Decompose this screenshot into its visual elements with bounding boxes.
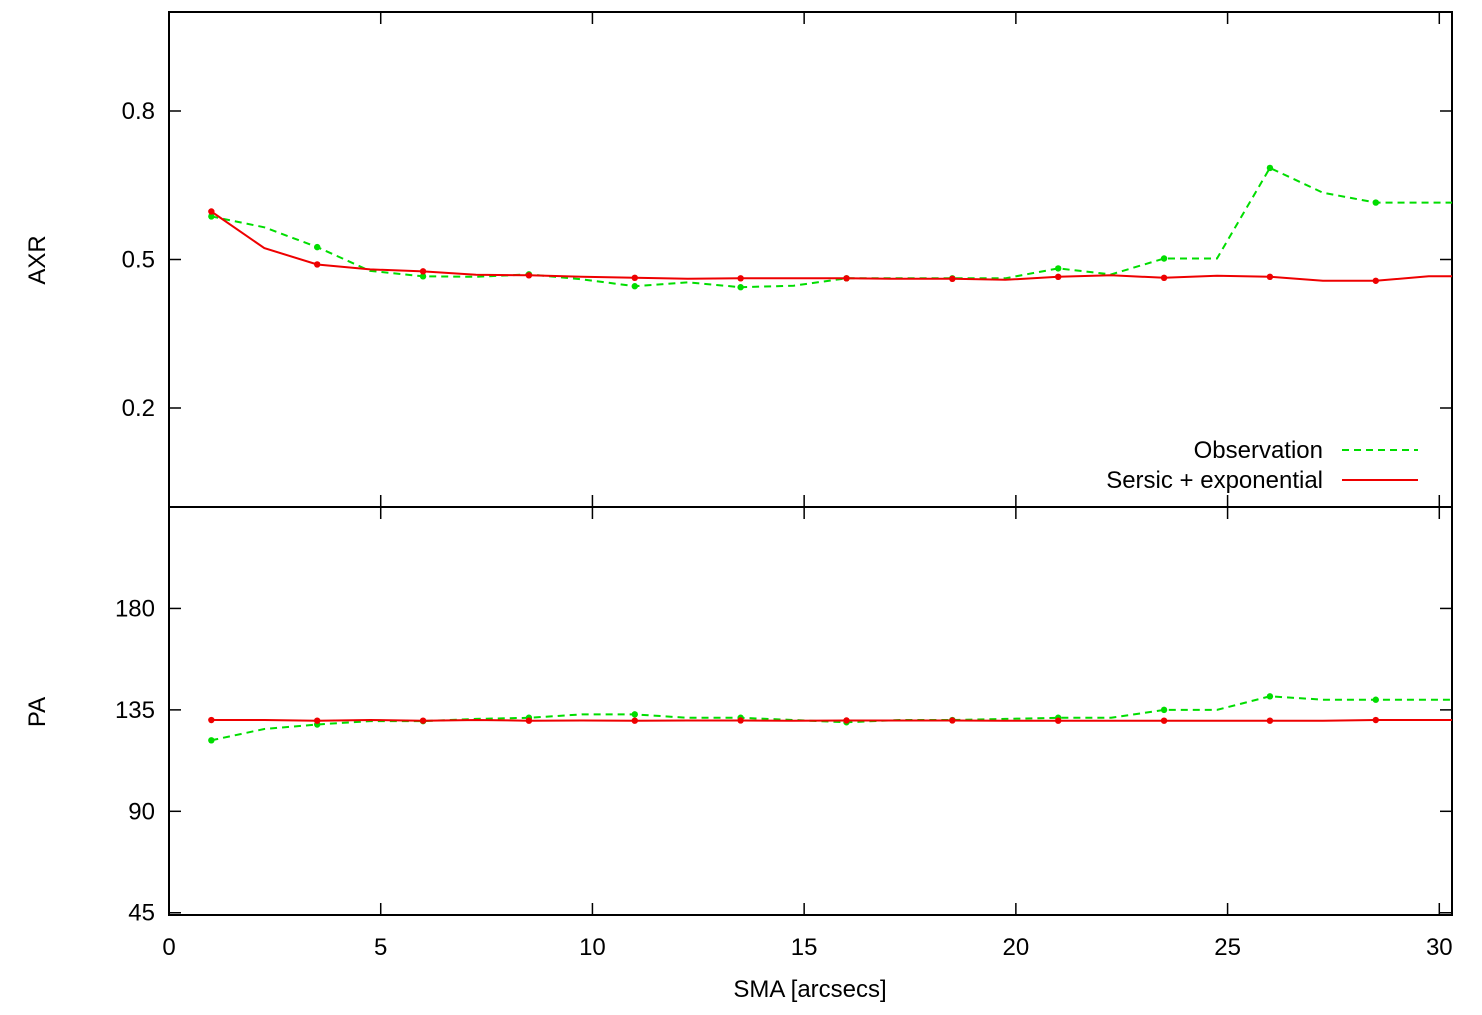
- x-tick-label: 15: [791, 934, 818, 961]
- pa-ytick-label: 180: [115, 595, 155, 622]
- pa-point-sersic-exponential: [419, 717, 427, 724]
- pa-point-sersic-exponential: [631, 717, 638, 724]
- pa-point-sersic-exponential: [843, 717, 850, 724]
- axr-point-sersic-exponential: [843, 275, 850, 282]
- pa-series-observation: [211, 695, 1452, 742]
- axr-point-observation: [631, 283, 638, 290]
- axr-point-sersic-exponential: [314, 261, 321, 268]
- axr-point-sersic-exponential: [1055, 273, 1062, 281]
- legend: Observation Sersic + exponential: [1106, 437, 1418, 494]
- axr-ytick-label: 0.5: [122, 247, 155, 274]
- pa-point-sersic-exponential: [737, 717, 744, 724]
- axr-point-observation: [314, 243, 321, 251]
- pa-point-observation: [1266, 693, 1274, 700]
- x-axis-title: SMA [arcsecs]: [733, 976, 886, 1003]
- x-tick-label: 25: [1214, 934, 1241, 961]
- x-tick-label: 30: [1426, 934, 1453, 961]
- pa-ytick-label: 135: [115, 697, 155, 724]
- pa-ytick-label: 90: [128, 798, 155, 825]
- axr-point-sersic-exponential: [631, 274, 638, 282]
- axr-point-observation: [737, 284, 744, 291]
- pa-point-observation: [1160, 706, 1168, 714]
- pa-point-observation: [1372, 696, 1379, 703]
- pa-point-observation: [631, 711, 638, 718]
- axr-point-sersic-exponential: [419, 268, 427, 275]
- axr-point-observation: [1055, 265, 1062, 272]
- axr-point-sersic-exponential: [1372, 277, 1379, 284]
- pa-point-sersic-exponential: [314, 717, 321, 724]
- axr-ytick-label: 0.8: [122, 98, 155, 125]
- pa-ytick-label: 45: [128, 900, 155, 927]
- axr-point-sersic-exponential: [1266, 273, 1274, 281]
- pa-point-sersic-exponential: [208, 716, 215, 724]
- axr-point-observation: [208, 213, 215, 220]
- x-tick-label: 10: [579, 934, 606, 961]
- axr-point-sersic-exponential: [949, 275, 956, 283]
- axr-point-observation: [1160, 255, 1168, 262]
- pa-point-observation: [208, 737, 215, 744]
- pa-panel: 45 90 135 180 0 5 10 15 20 25 30: [115, 506, 1453, 961]
- x-tick-label: 0: [162, 934, 175, 961]
- pa-point-sersic-exponential: [1160, 717, 1168, 724]
- legend-label-sersic: Sersic + exponential: [1106, 467, 1323, 494]
- legend-label-observation: Observation: [1194, 437, 1323, 464]
- pa-point-sersic-exponential: [949, 717, 956, 724]
- axr-point-sersic-exponential: [1160, 274, 1168, 282]
- axr-ytick-label: 0.2: [122, 395, 155, 422]
- axr-series-sersic-exponential: [210, 210, 1452, 282]
- axr-point-sersic-exponential: [208, 208, 215, 215]
- axr-point-sersic-exponential: [737, 275, 744, 282]
- pa-plot-frame: [168, 506, 1453, 916]
- axr-axis-title: AXR: [24, 235, 51, 284]
- pa-axis-title: PA: [24, 697, 51, 727]
- axr-point-observation: [1266, 164, 1274, 172]
- x-tick-label: 5: [374, 934, 387, 961]
- pa-series-sersic-exponential: [211, 718, 1452, 722]
- pa-point-sersic-exponential: [1372, 716, 1379, 724]
- axr-point-sersic-exponential: [525, 272, 533, 279]
- axr-point-observation: [419, 273, 427, 280]
- pa-point-sersic-exponential: [1055, 717, 1062, 724]
- axr-point-observation: [1372, 199, 1379, 206]
- pa-point-sersic-exponential: [1266, 717, 1274, 724]
- axr-plot-frame: [168, 11, 1453, 508]
- x-tick-label: 20: [1003, 934, 1030, 961]
- axr-series-observation: [211, 166, 1452, 289]
- axr-panel: 0.2 0.5 0.8: [122, 11, 1453, 508]
- pa-point-sersic-exponential: [525, 717, 533, 724]
